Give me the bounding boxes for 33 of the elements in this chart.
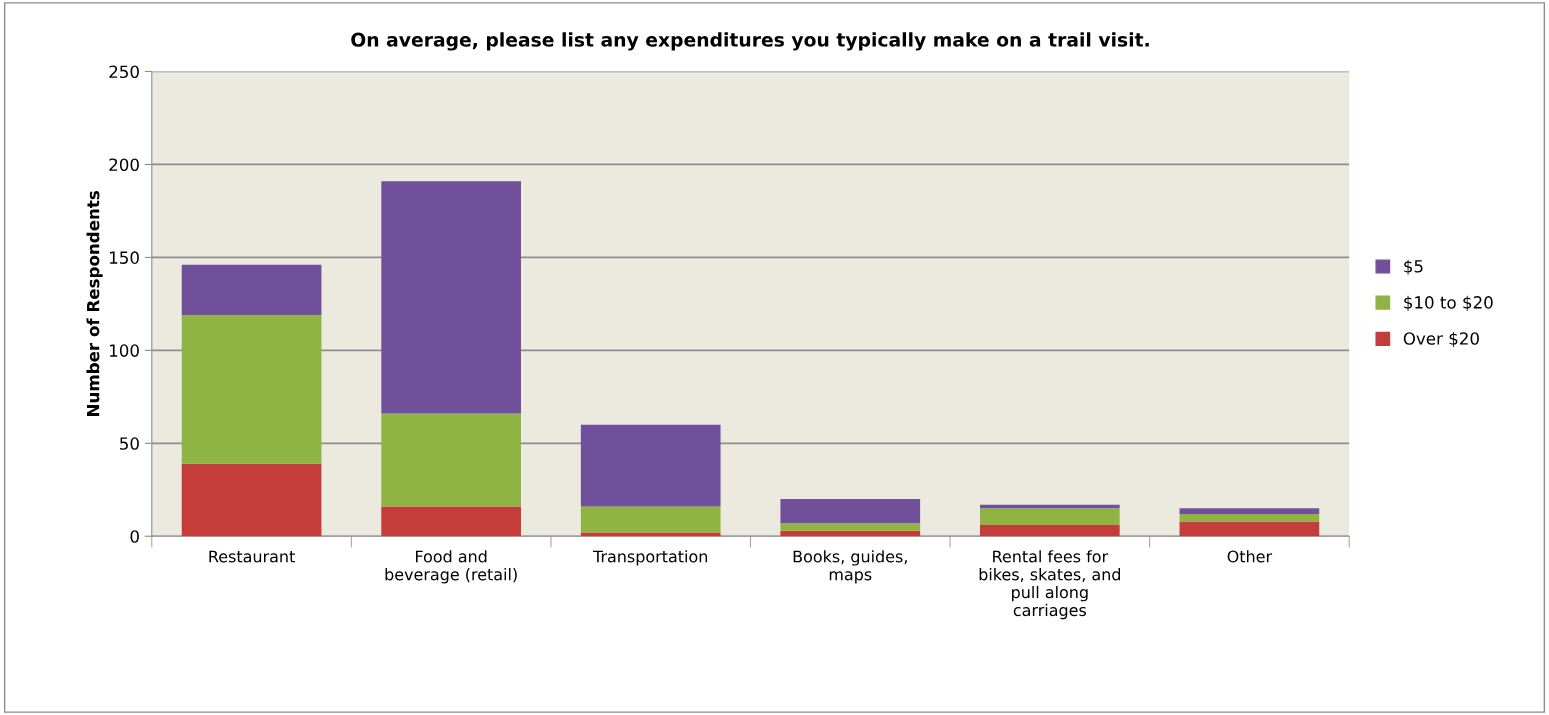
bar (381, 506, 521, 537)
bar (979, 525, 1120, 537)
x-tick-label: Books, guides, maps (793, 550, 907, 584)
y-tick-label: 0 (130, 530, 139, 543)
bar (1179, 513, 1320, 522)
y-tick-label: 150 (110, 251, 139, 264)
bar (1179, 521, 1320, 537)
legend-label: $10 to $20 (1404, 295, 1493, 311)
bar (181, 463, 322, 537)
legend-label: Over $20 (1403, 331, 1479, 348)
bar (580, 506, 721, 533)
bar (381, 181, 521, 414)
bar (780, 523, 921, 531)
bar (780, 530, 921, 537)
bar (181, 264, 322, 316)
x-tick-label: Rental fees for bikes, skates, and pull along carriages (979, 550, 1121, 620)
x-tick-label: Transportation (593, 550, 708, 566)
x-tick-label: Other (1227, 550, 1273, 563)
y-tick-label: 50 (120, 437, 139, 450)
chart-title: On average, please list any expenditures you typically make on a trail visit. (351, 32, 1149, 51)
bar (580, 424, 721, 507)
y-axis-title: Number of Respondents (86, 191, 103, 416)
x-tick-label: Restaurant (209, 550, 295, 563)
y-tick-label: 250 (109, 65, 139, 79)
legend-label: $5 (1404, 259, 1423, 275)
bar (1179, 508, 1320, 514)
x-tick-label: Food and beverage (retail) (385, 550, 517, 584)
bar (181, 315, 322, 464)
bar (979, 508, 1120, 526)
bar (381, 413, 521, 507)
y-tick-label: 200 (109, 158, 139, 172)
bar (780, 499, 921, 524)
y-tick-label: 100 (110, 344, 139, 357)
